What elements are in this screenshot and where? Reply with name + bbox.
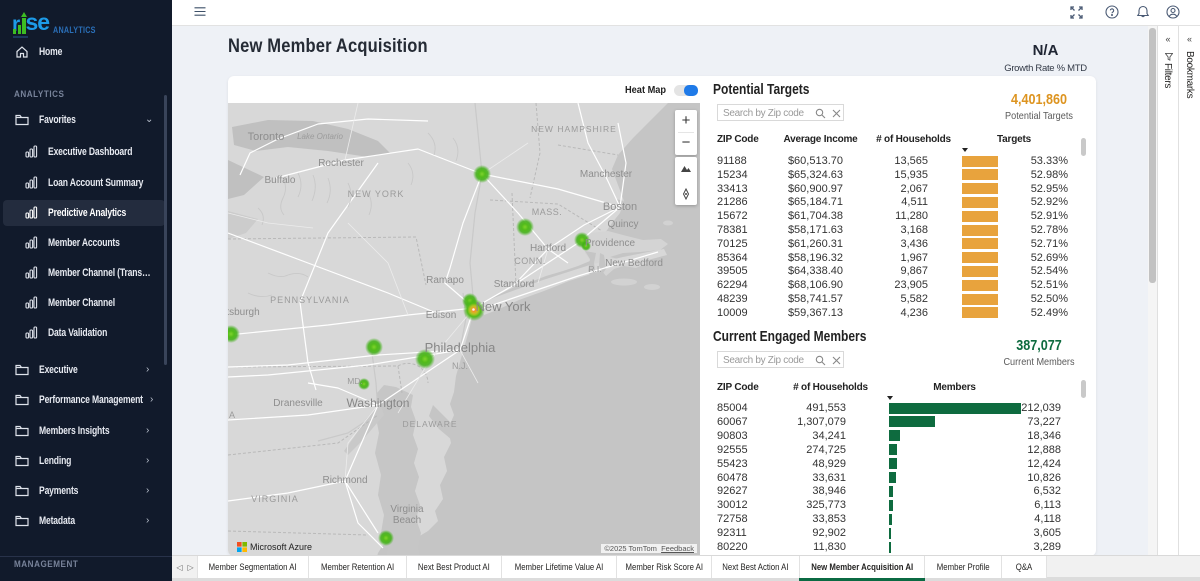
svg-text:MASS.: MASS. [532, 207, 563, 217]
svg-text:Buffalo: Buffalo [265, 175, 296, 186]
svg-text:Edison: Edison [426, 310, 457, 321]
svg-text:Stamford: Stamford [494, 279, 535, 290]
svg-text:Lake Ontario: Lake Ontario [297, 132, 343, 141]
svg-text:Washington: Washington [347, 396, 410, 410]
svg-text:Richmond: Richmond [322, 475, 367, 486]
svg-text:NEW YORK: NEW YORK [348, 189, 405, 199]
svg-text:CONN.: CONN. [514, 256, 546, 266]
svg-text:New Bedford: New Bedford [605, 258, 663, 269]
svg-text:NEW HAMPSHIRE: NEW HAMPSHIRE [531, 124, 617, 134]
svg-text:Ramapo: Ramapo [426, 275, 464, 286]
svg-text:N.J.: N.J. [452, 361, 468, 371]
svg-text:A: A [229, 410, 235, 420]
svg-text:Hartford: Hartford [530, 243, 566, 254]
svg-text:Providence: Providence [585, 238, 635, 249]
svg-text:Quincy: Quincy [607, 219, 638, 230]
svg-text:New York: New York [476, 299, 531, 314]
svg-text:Boston: Boston [603, 201, 637, 213]
svg-text:Dranesville: Dranesville [273, 398, 323, 409]
svg-text:Philadelphia: Philadelphia [425, 340, 497, 355]
svg-text:Rochester: Rochester [318, 158, 364, 169]
svg-text:PENNSYLVANIA: PENNSYLVANIA [270, 295, 350, 305]
svg-text:Virginia: Virginia [390, 504, 424, 515]
svg-text:Beach: Beach [393, 515, 421, 526]
svg-text:VIRGINIA: VIRGINIA [251, 494, 299, 504]
svg-text:Toronto: Toronto [248, 131, 285, 143]
svg-text:tsburgh: tsburgh [228, 307, 260, 318]
svg-text:R.I.: R.I. [588, 264, 601, 274]
svg-text:Manchester: Manchester [580, 169, 633, 180]
svg-text:MD.: MD. [347, 376, 363, 386]
svg-text:DELAWARE: DELAWARE [402, 419, 457, 429]
